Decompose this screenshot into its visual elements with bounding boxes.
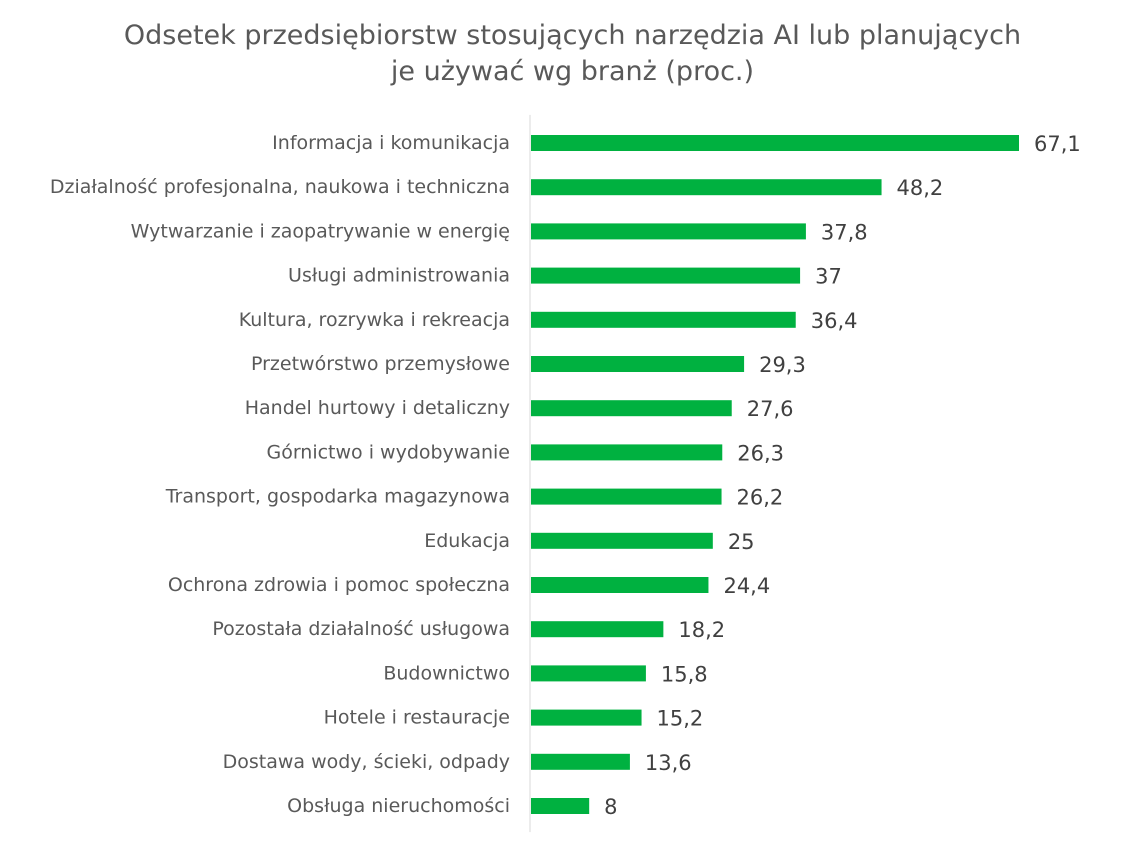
data-label: 27,6	[747, 397, 794, 421]
category-tick-label: Obsługa nieruchomości	[287, 795, 510, 817]
data-label: 13,6	[645, 751, 692, 775]
bar	[531, 621, 664, 638]
bar	[531, 577, 709, 593]
bar	[531, 665, 646, 682]
category-tick-label: Edukacja	[424, 530, 510, 552]
data-label: 29,3	[759, 353, 806, 377]
data-label: 37	[815, 265, 842, 289]
category-tick-label: Handel hurtowy i detaliczny	[245, 397, 510, 419]
data-label: 26,2	[737, 486, 784, 510]
bar	[531, 400, 732, 417]
data-label: 15,8	[661, 662, 708, 686]
chart-title-line-2: je używać wg branż (proc.)	[390, 56, 755, 87]
chart-title: Odsetek przedsiębiorstw stosujących narz…	[0, 18, 1145, 90]
data-label: 25	[728, 530, 755, 554]
bar	[531, 223, 806, 240]
category-tick-label: Kultura, rozrywka i rekreacja	[239, 309, 510, 331]
category-tick-label: Pozostała działalność usługowa	[212, 618, 510, 640]
data-label: 36,4	[811, 309, 858, 333]
data-label: 24,4	[723, 574, 770, 598]
bar	[531, 488, 722, 505]
bar	[531, 444, 723, 461]
data-label: 37,8	[821, 220, 868, 244]
bar	[531, 356, 745, 372]
category-tick-label: Transport, gospodarka magazynowa	[165, 486, 510, 508]
bar	[531, 179, 882, 196]
category-tick-label: Hotele i restauracje	[324, 707, 510, 729]
data-label: 15,2	[657, 707, 704, 731]
data-label: 48,2	[897, 176, 944, 200]
category-tick-label: Działalność profesjonalna, naukowa i tec…	[50, 176, 510, 198]
bar	[531, 532, 713, 549]
data-label: 18,2	[678, 618, 725, 642]
category-tick-label: Dostawa wody, ścieki, odpady	[223, 751, 510, 773]
category-tick-label: Ochrona zdrowia i pomoc społeczna	[168, 574, 510, 596]
data-label: 67,1	[1034, 132, 1081, 156]
bar	[531, 311, 796, 328]
category-tick-label: Informacja i komunikacja	[272, 132, 510, 154]
category-tick-label: Usługi administrowania	[288, 265, 510, 287]
category-tick-label: Wytwarzanie i zaopatrywanie w energię	[131, 220, 510, 242]
bar	[531, 709, 642, 726]
category-tick-label: Przetwórstwo przemysłowe	[251, 353, 510, 375]
bar	[531, 135, 1019, 151]
bar	[531, 753, 630, 770]
category-tick-label: Górnictwo i wydobywanie	[266, 441, 510, 463]
bar	[531, 267, 801, 284]
data-label: 26,3	[737, 441, 784, 465]
bar	[531, 798, 590, 814]
category-tick-label: Budownictwo	[383, 662, 510, 684]
chart-title-line-1: Odsetek przedsiębiorstw stosujących narz…	[123, 20, 1022, 51]
data-label: 8	[604, 795, 617, 819]
